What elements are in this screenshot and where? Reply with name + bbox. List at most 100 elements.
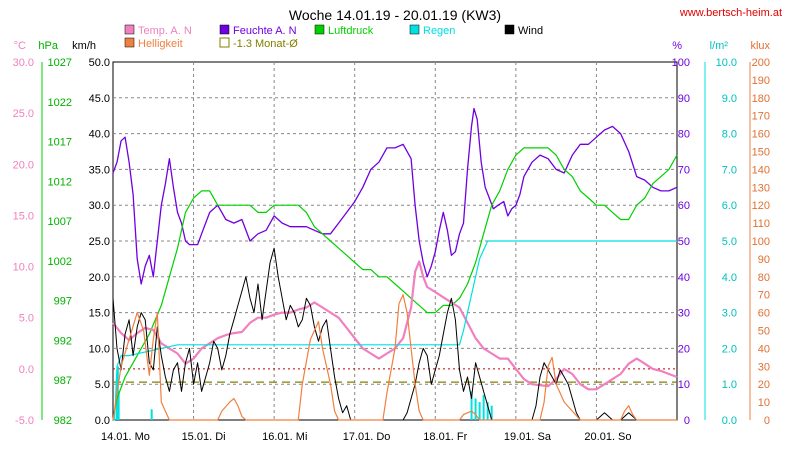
unit-rain: l/m² bbox=[710, 40, 729, 52]
chart-title: Woche 14.01.19 - 20.01.19 (KW3) bbox=[289, 7, 501, 23]
temp-axis-tick: 10.0 bbox=[13, 262, 34, 274]
pressure-axis-tick: 1017 bbox=[48, 137, 72, 149]
wind-axis-tick: 10.0 bbox=[89, 343, 110, 355]
legend-swatch bbox=[219, 37, 230, 48]
wind-axis-tick: 40.0 bbox=[89, 129, 110, 141]
light-axis-tick: 10 bbox=[758, 397, 770, 409]
light-axis-tick: 80 bbox=[758, 272, 770, 284]
humidity-axis-tick: 60 bbox=[678, 200, 690, 212]
legend-swatch bbox=[124, 24, 135, 35]
rain-axis-tick: 3.0 bbox=[722, 308, 737, 320]
rain-axis-tick: 5.0 bbox=[722, 236, 737, 248]
rain-axis-tick: 7.0 bbox=[722, 164, 737, 176]
light-axis-tick: 70 bbox=[758, 290, 770, 302]
light-axis-tick: 170 bbox=[752, 111, 770, 123]
rain-bar bbox=[474, 398, 477, 420]
wind-axis-tick: 25.0 bbox=[89, 236, 110, 248]
humidity-axis-tick: 80 bbox=[678, 129, 690, 141]
light-axis-tick: 190 bbox=[752, 75, 770, 87]
unit-humidity: % bbox=[672, 40, 682, 52]
series-wind bbox=[112, 247, 677, 421]
light-axis-tick: 120 bbox=[752, 200, 770, 212]
rain-axis-tick: 4.0 bbox=[722, 272, 737, 284]
x-tick-label: 15.01. Di bbox=[182, 431, 226, 443]
light-axis-tick: 150 bbox=[752, 147, 770, 159]
unit-light: klux bbox=[750, 40, 770, 52]
series-feuchte-a-n bbox=[112, 107, 678, 285]
x-tick-label: 16.01. Mi bbox=[262, 431, 307, 443]
legend-label: -1.3 Monat-Ø bbox=[233, 38, 298, 50]
rain-axis-tick: 1.0 bbox=[722, 379, 737, 391]
humidity-axis-tick: 0 bbox=[684, 415, 690, 427]
wind-axis-tick: 50.0 bbox=[89, 57, 110, 69]
x-tick-label: 19.01. Sa bbox=[504, 431, 552, 443]
unit-wind: km/h bbox=[72, 40, 96, 52]
rain-axis-tick: 8.0 bbox=[722, 129, 737, 141]
pressure-axis-tick: 1022 bbox=[48, 97, 72, 109]
humidity-axis-tick: 10 bbox=[678, 379, 690, 391]
light-axis-tick: 160 bbox=[752, 129, 770, 141]
pressure-axis-tick: 992 bbox=[54, 335, 72, 347]
light-axis-tick: 130 bbox=[752, 182, 770, 194]
temp-axis-tick: -5.0 bbox=[15, 415, 34, 427]
legend-label: Regen bbox=[423, 25, 455, 37]
pressure-axis-tick: 997 bbox=[54, 296, 72, 308]
humidity-axis-tick: 70 bbox=[678, 164, 690, 176]
pressure-axis-tick: 982 bbox=[54, 415, 72, 427]
legend-label: Luftdruck bbox=[328, 25, 374, 37]
light-axis-tick: 100 bbox=[752, 236, 770, 248]
temp-axis-tick: 0.0 bbox=[19, 364, 34, 376]
temp-axis-tick: 15.0 bbox=[13, 210, 34, 222]
rain-bar bbox=[478, 402, 481, 420]
rain-bar bbox=[482, 394, 485, 420]
light-axis-tick: 60 bbox=[758, 308, 770, 320]
light-axis-tick: 90 bbox=[758, 254, 770, 266]
legend-label: Helligkeit bbox=[138, 38, 183, 50]
legend-label: Temp. A. N bbox=[138, 25, 192, 37]
temp-axis-tick: 5.0 bbox=[19, 313, 34, 325]
temp-axis-tick: 30.0 bbox=[13, 57, 34, 69]
unit-pressure: hPa bbox=[38, 40, 58, 52]
humidity-axis-tick: 90 bbox=[678, 93, 690, 105]
light-axis-tick: 110 bbox=[752, 218, 770, 230]
x-tick-label: 20.01. So bbox=[584, 431, 631, 443]
humidity-axis-tick: 100 bbox=[672, 57, 690, 69]
pressure-axis-tick: 1012 bbox=[48, 176, 72, 188]
rain-bar bbox=[486, 402, 489, 420]
legend-swatch bbox=[219, 24, 230, 35]
light-axis-tick: 20 bbox=[758, 379, 770, 391]
light-axis-tick: 140 bbox=[752, 164, 770, 176]
rain-axis-tick: 6.0 bbox=[722, 200, 737, 212]
series-luftdruck bbox=[112, 147, 678, 421]
series-temp-a-n bbox=[112, 260, 678, 391]
pressure-axis-tick: 987 bbox=[54, 375, 72, 387]
series-helligkeit bbox=[112, 294, 677, 421]
temp-axis-tick: 20.0 bbox=[13, 159, 34, 171]
wind-axis-tick: 5.0 bbox=[95, 379, 110, 391]
wind-axis-tick: 30.0 bbox=[89, 200, 110, 212]
humidity-axis-tick: 30 bbox=[678, 308, 690, 320]
light-axis-tick: 180 bbox=[752, 93, 770, 105]
wind-axis-tick: 35.0 bbox=[89, 164, 110, 176]
light-axis-tick: 0 bbox=[764, 415, 770, 427]
pressure-axis-tick: 1007 bbox=[48, 216, 72, 228]
humidity-axis-tick: 50 bbox=[678, 236, 690, 248]
wind-axis-tick: 0.0 bbox=[95, 415, 110, 427]
rain-axis-tick: 0.0 bbox=[722, 415, 737, 427]
legend-label: Feuchte A. N bbox=[233, 25, 297, 37]
humidity-axis-tick: 20 bbox=[678, 343, 690, 355]
pressure-axis-tick: 1027 bbox=[48, 57, 72, 69]
x-tick-label: 14.01. Mo bbox=[101, 431, 150, 443]
rain-bar bbox=[117, 391, 120, 420]
rain-bar bbox=[470, 391, 473, 420]
legend-label: Wind bbox=[518, 25, 543, 37]
legend-swatch bbox=[409, 24, 420, 35]
light-axis-tick: 50 bbox=[758, 326, 770, 338]
rain-bar bbox=[150, 409, 153, 420]
site-url: www.bertsch-heim.at bbox=[679, 7, 782, 19]
rain-axis-tick: 10.0 bbox=[716, 57, 737, 69]
humidity-axis-tick: 40 bbox=[678, 272, 690, 284]
legend-swatch bbox=[124, 37, 135, 48]
rain-bar bbox=[490, 405, 493, 420]
pressure-axis-tick: 1002 bbox=[48, 256, 72, 268]
